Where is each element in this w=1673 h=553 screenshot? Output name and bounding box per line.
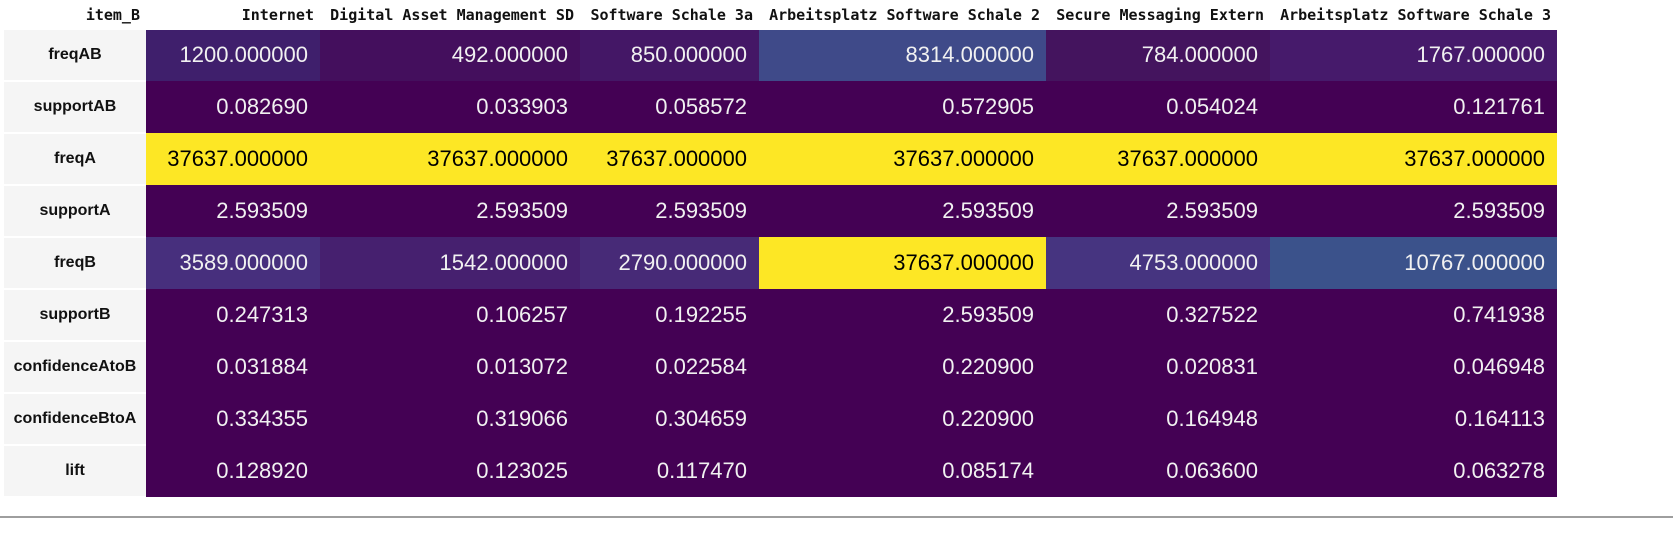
- table-cell: 0.304659: [580, 393, 759, 445]
- table-cell: 0.192255: [580, 289, 759, 341]
- table-cell: 1542.000000: [320, 237, 580, 289]
- table-cell: 2790.000000: [580, 237, 759, 289]
- table-cell: 2.593509: [1270, 185, 1557, 237]
- row-label: supportA: [4, 185, 146, 238]
- table-row: supportB 0.247313 0.106257 0.192255 2.593509…: [4, 289, 1557, 342]
- table-cell: 0.128920: [146, 445, 320, 497]
- table-cell: 37637.000000: [759, 133, 1046, 185]
- table-cell: 4753.000000: [1046, 237, 1270, 289]
- table-cell: 2.593509: [320, 185, 580, 237]
- table-cell: 0.319066: [320, 393, 580, 445]
- row-label: freqA: [4, 133, 146, 186]
- column-header: Arbeitsplatz Software Schale 3: [1270, 0, 1557, 30]
- table-cell: 0.063600: [1046, 445, 1270, 497]
- table-cell: 0.020831: [1046, 341, 1270, 393]
- table-cell: 0.046948: [1270, 341, 1557, 393]
- table-cell: 0.220900: [759, 393, 1046, 445]
- row-label: lift: [4, 445, 146, 498]
- row-label: supportB: [4, 289, 146, 342]
- index-header: item_B: [4, 0, 146, 30]
- table-cell: 2.593509: [580, 185, 759, 237]
- table-cell: 0.741938: [1270, 289, 1557, 341]
- table-cell: 850.000000: [580, 30, 759, 81]
- styled-dataframe-table: item_B Internet Digital Asset Management…: [4, 0, 1557, 498]
- table-cell: 0.123025: [320, 445, 580, 497]
- table-cell: 1200.000000: [146, 30, 320, 81]
- table-cell: 0.022584: [580, 341, 759, 393]
- table-body: freqAB 1200.000000 492.000000 850.000000 831…: [4, 30, 1557, 498]
- output-bottom-divider: [0, 516, 1673, 518]
- table-cell: 0.572905: [759, 81, 1046, 133]
- table-cell: 492.000000: [320, 30, 580, 81]
- table-cell: 0.247313: [146, 289, 320, 341]
- table-cell: 37637.000000: [320, 133, 580, 185]
- table-cell: 0.220900: [759, 341, 1046, 393]
- column-header: Arbeitsplatz Software Schale 2: [759, 0, 1046, 30]
- row-label: supportAB: [4, 81, 146, 134]
- column-header: Digital Asset Management SD: [320, 0, 580, 30]
- table-cell: 0.106257: [320, 289, 580, 341]
- table-cell: 0.121761: [1270, 81, 1557, 133]
- row-label: freqB: [4, 237, 146, 290]
- table-cell: 37637.000000: [1270, 133, 1557, 185]
- table-cell: 37637.000000: [1046, 133, 1270, 185]
- table-row: lift 0.128920 0.123025 0.117470 0.085174 0.06…: [4, 445, 1557, 498]
- table-cell: 8314.000000: [759, 30, 1046, 81]
- column-header: Internet: [146, 0, 320, 30]
- column-header: Secure Messaging Extern: [1046, 0, 1270, 30]
- table-cell: 0.033903: [320, 81, 580, 133]
- table-cell: 2.593509: [759, 289, 1046, 341]
- table-cell: 0.327522: [1046, 289, 1270, 341]
- table-cell: 0.063278: [1270, 445, 1557, 497]
- table-cell: 2.593509: [1046, 185, 1270, 237]
- table-row: freqAB 1200.000000 492.000000 850.000000 831…: [4, 30, 1557, 82]
- table-cell: 0.334355: [146, 393, 320, 445]
- table-row: supportAB 0.082690 0.033903 0.058572 0.57290…: [4, 81, 1557, 134]
- table-row: confidenceAtoB 0.031884 0.013072 0.022584 0.…: [4, 341, 1557, 394]
- table-cell: 0.085174: [759, 445, 1046, 497]
- table-row: freqB 3589.000000 1542.000000 2790.000000 37…: [4, 237, 1557, 290]
- table-cell: 0.164113: [1270, 393, 1557, 445]
- table-cell: 10767.000000: [1270, 237, 1557, 289]
- table-cell: 2.593509: [759, 185, 1046, 237]
- column-header: Software Schale 3a: [580, 0, 759, 30]
- table-row: supportA 2.593509 2.593509 2.593509 2.593509…: [4, 185, 1557, 238]
- table-cell: 784.000000: [1046, 30, 1270, 81]
- row-label: confidenceAtoB: [4, 341, 146, 394]
- table-cell: 37637.000000: [580, 133, 759, 185]
- table-cell: 3589.000000: [146, 237, 320, 289]
- table-cell: 0.031884: [146, 341, 320, 393]
- table-cell: 37637.000000: [759, 237, 1046, 289]
- table-cell: 0.054024: [1046, 81, 1270, 133]
- table-cell: 0.082690: [146, 81, 320, 133]
- table-cell: 0.058572: [580, 81, 759, 133]
- table-cell: 0.164948: [1046, 393, 1270, 445]
- table-row: confidenceBtoA 0.334355 0.319066 0.304659 0.…: [4, 393, 1557, 446]
- table-cell: 0.117470: [580, 445, 759, 497]
- header-row: item_B Internet Digital Asset Management…: [4, 0, 1557, 30]
- table-cell: 2.593509: [146, 185, 320, 237]
- table-cell: 1767.000000: [1270, 30, 1557, 81]
- row-label: freqAB: [4, 30, 146, 82]
- table-cell: 37637.000000: [146, 133, 320, 185]
- row-label: confidenceBtoA: [4, 393, 146, 446]
- table-cell: 0.013072: [320, 341, 580, 393]
- table-row: freqA 37637.000000 37637.000000 37637.00000…: [4, 133, 1557, 186]
